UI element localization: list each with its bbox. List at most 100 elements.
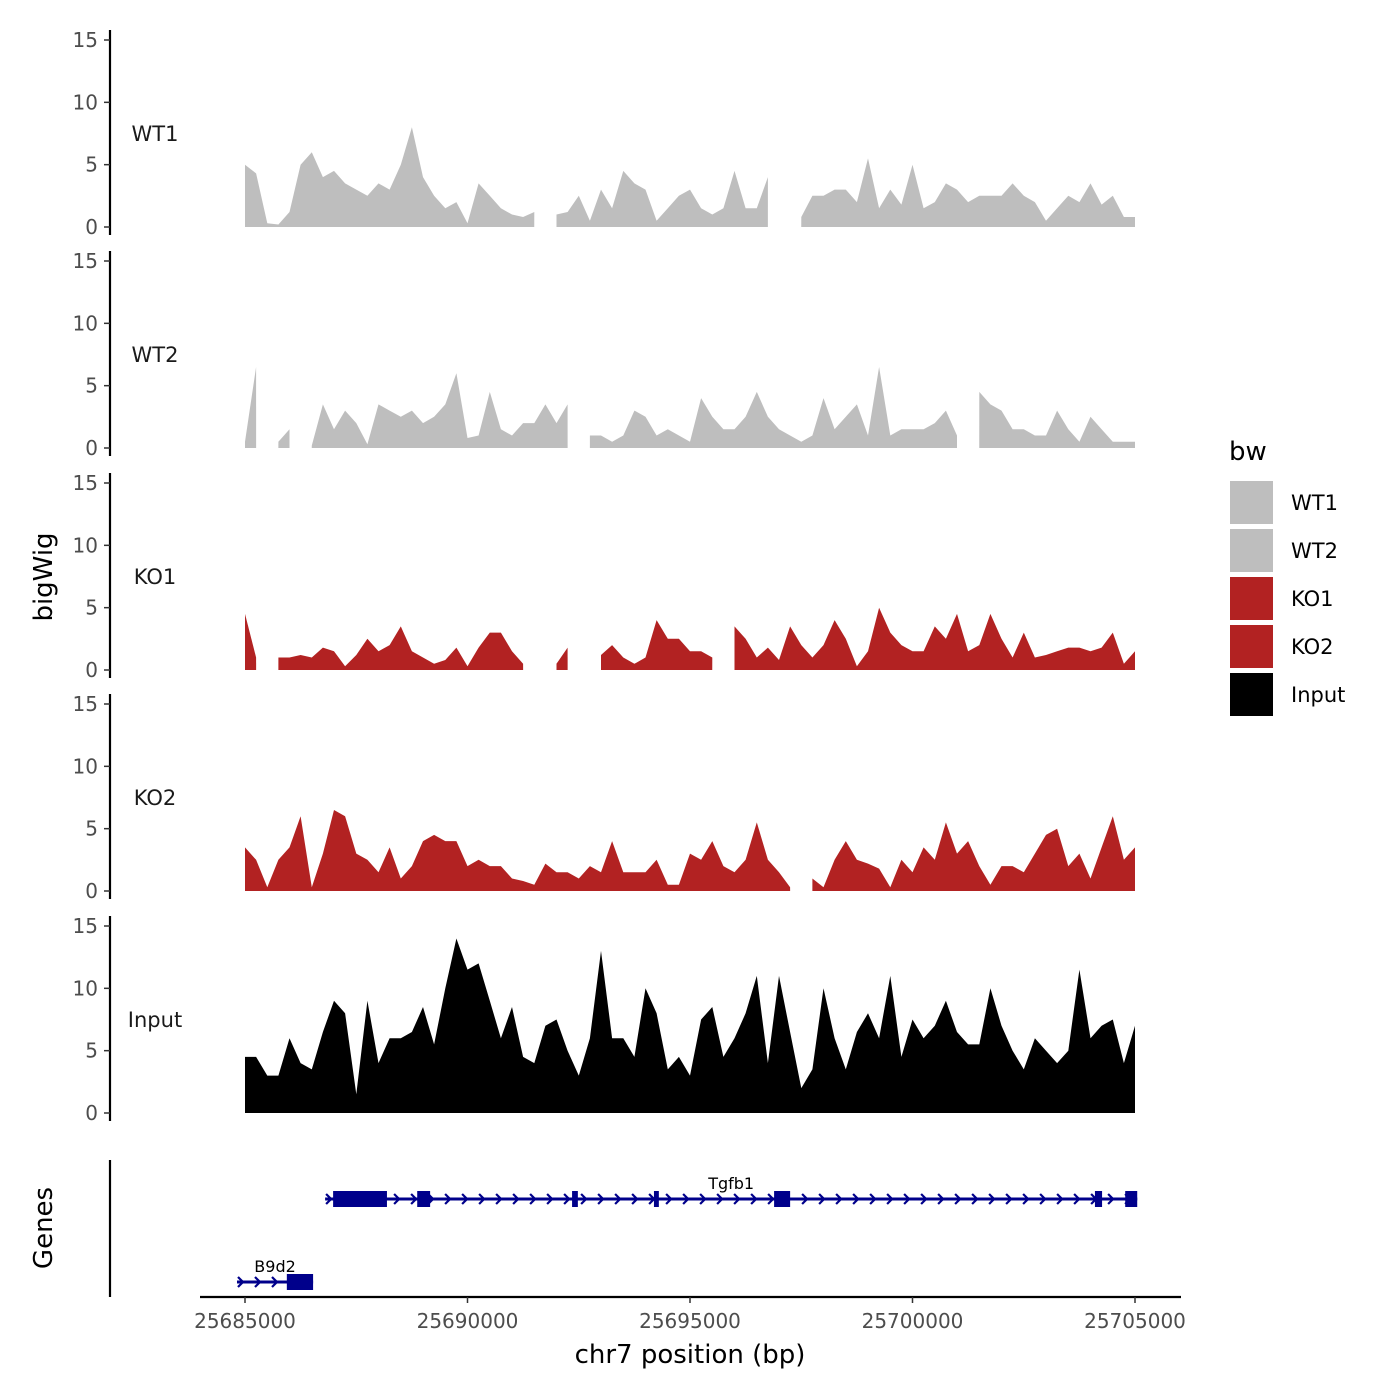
strand-arrow-icon: [597, 1193, 605, 1205]
track-label: KO2: [134, 786, 177, 810]
gene-exon: [653, 1191, 659, 1207]
y-tick-label: 5: [85, 153, 98, 177]
coverage-area-ko2: [245, 810, 791, 891]
strand-arrow-icon: [580, 1193, 588, 1205]
strand-arrow-icon: [920, 1193, 928, 1205]
strand-arrow-icon: [682, 1193, 690, 1205]
y-tick-label: 10: [73, 90, 98, 114]
strand-arrow-icon: [971, 1193, 979, 1205]
x-axis-title: chr7 position (bp): [575, 1340, 806, 1370]
track-label: WT1: [132, 122, 179, 146]
strand-arrow-icon: [988, 1193, 996, 1205]
strand-arrow-icon: [1073, 1193, 1081, 1205]
y-axis-title: bigWig: [29, 532, 59, 621]
strand-arrow-icon: [631, 1193, 639, 1205]
coverage-area-wt1: [245, 127, 535, 227]
gene-b9d2[interactable]: B9d2: [236, 1257, 314, 1290]
strand-arrow-icon: [495, 1193, 503, 1205]
y-tick-label: 0: [85, 658, 98, 682]
strand-arrow-icon: [529, 1193, 537, 1205]
strand-arrow-icon: [1056, 1193, 1064, 1205]
gene-exon: [1094, 1191, 1103, 1207]
legend-title: bw: [1229, 437, 1267, 467]
legend-label: Input: [1291, 683, 1345, 707]
x-tick-label: 25685000: [194, 1309, 296, 1333]
strand-arrow-icon: [614, 1193, 622, 1205]
legend-label: WT1: [1291, 491, 1338, 515]
coverage-area-ko1: [601, 620, 713, 670]
strand-arrow-icon: [733, 1193, 741, 1205]
legend-item-input: Input: [1230, 673, 1345, 716]
strand-arrow-icon: [461, 1193, 469, 1205]
strand-arrow-icon: [750, 1193, 758, 1205]
coverage-area-wt1: [801, 158, 1135, 227]
legend-swatch: [1230, 625, 1273, 668]
coverage-area-wt2: [278, 429, 290, 448]
y-tick-label: 0: [85, 1101, 98, 1125]
strand-arrow-icon: [1005, 1193, 1013, 1205]
tracks: 0 5 10 15 WT1 0 5 10 15 WT2 0 5 10 15 KO1 0 5 10 15 KO2 0 5 10…: [73, 28, 1135, 1125]
strand-arrow-icon: [954, 1193, 962, 1205]
track-wt2: 0 5 10 15 WT2: [73, 249, 1135, 460]
strand-arrow-icon: [801, 1193, 809, 1205]
gene-label: B9d2: [254, 1257, 296, 1276]
legend-item-wt1: WT1: [1230, 481, 1338, 524]
strand-arrow-icon: [716, 1193, 724, 1205]
track-label: KO1: [134, 565, 177, 589]
strand-arrow-icon: [254, 1276, 262, 1288]
legend-item-wt2: WT2: [1230, 529, 1338, 572]
strand-arrow-icon: [852, 1193, 860, 1205]
legend-item-ko1: KO1: [1230, 577, 1334, 620]
y-tick-label: 15: [73, 914, 98, 938]
genes-axis-title: Genes: [29, 1187, 59, 1269]
strand-arrow-icon: [546, 1193, 554, 1205]
y-tick-label: 5: [85, 374, 98, 398]
legend-label: KO1: [1291, 587, 1334, 611]
legend-swatch: [1230, 577, 1273, 620]
coverage-area-ko2: [812, 816, 1135, 891]
y-tick-label: 15: [73, 249, 98, 273]
coverage-area-ko1: [245, 613, 257, 670]
coverage-area-wt2: [589, 367, 957, 448]
gene-exon: [774, 1191, 791, 1207]
y-tick-label: 15: [73, 471, 98, 495]
x-tick-label: 25695000: [639, 1309, 741, 1333]
track-wt1: 0 5 10 15 WT1: [73, 28, 1135, 239]
coverage-area-wt2: [311, 373, 568, 448]
y-tick-label: 15: [73, 692, 98, 716]
coverage-area-ko1: [556, 647, 568, 670]
strand-arrow-icon: [699, 1193, 707, 1205]
legend-swatch: [1230, 481, 1273, 524]
strand-arrow-icon: [444, 1193, 452, 1205]
strand-arrow-icon: [1022, 1193, 1030, 1205]
coverage-area-ko1: [734, 607, 1135, 670]
gene-exon: [1125, 1191, 1138, 1207]
gene-exon: [572, 1191, 578, 1207]
strand-arrow-icon: [869, 1193, 877, 1205]
track-label: WT2: [132, 343, 179, 367]
x-tick-label: 25705000: [1084, 1309, 1186, 1333]
track-ko2: 0 5 10 15 KO2: [73, 692, 1135, 903]
x-axis: 25685000 25690000 25695000 25700000 25705000: [194, 1295, 1186, 1333]
strand-arrow-icon: [271, 1276, 279, 1288]
y-tick-label: 5: [85, 1039, 98, 1063]
y-tick-label: 15: [73, 28, 98, 52]
strand-arrow-icon: [563, 1193, 571, 1205]
y-tick-label: 0: [85, 879, 98, 903]
y-tick-label: 10: [73, 533, 98, 557]
coverage-area-ko1: [278, 626, 524, 670]
strand-arrow-icon: [886, 1193, 894, 1205]
coverage-area-wt2: [245, 367, 257, 448]
strand-arrow-icon: [818, 1193, 826, 1205]
y-tick-label: 10: [73, 311, 98, 335]
strand-arrow-icon: [1039, 1193, 1047, 1205]
y-tick-label: 0: [85, 215, 98, 239]
strand-arrow-icon: [410, 1193, 418, 1205]
strand-arrow-icon: [1107, 1193, 1115, 1205]
x-tick-label: 25700000: [862, 1309, 964, 1333]
gene-exon: [286, 1274, 314, 1290]
legend: bw WT1 WT2 KO1 KO2 Input: [1229, 437, 1345, 716]
y-tick-label: 5: [85, 817, 98, 841]
gene-tgfb1[interactable]: Tgfb1: [325, 1174, 1138, 1207]
